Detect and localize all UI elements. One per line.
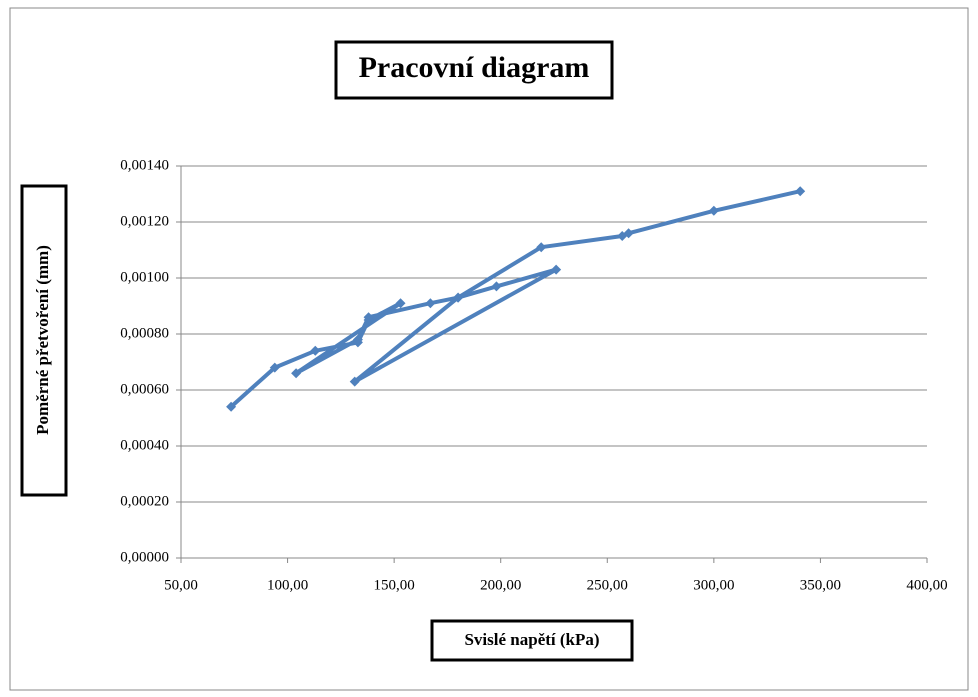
x-tick-label: 200,00 <box>480 577 521 593</box>
title-box <box>334 40 614 100</box>
x-axis-title: Svislé napětí (kPa) <box>464 630 599 649</box>
y-tick-label: 0,00080 <box>120 325 169 341</box>
data-point <box>795 186 806 197</box>
data-point <box>491 281 502 292</box>
data-point <box>291 368 302 379</box>
data-point <box>395 298 406 309</box>
y-axis-title: Poměrné přetvoření (mm) <box>33 245 52 435</box>
data-point <box>269 362 280 373</box>
data-point <box>349 376 360 387</box>
y-label-box <box>20 184 68 497</box>
x-tick-label: 50,00 <box>164 577 198 593</box>
data-point <box>352 334 363 345</box>
data-point <box>310 345 321 356</box>
data-point <box>226 401 237 412</box>
data-point <box>425 298 436 309</box>
data-point <box>453 292 464 303</box>
data-point <box>623 228 634 239</box>
x-tick-label: 350,00 <box>800 577 841 593</box>
y-tick-label: 0,00040 <box>120 437 169 453</box>
x-tick-label: 250,00 <box>587 577 628 593</box>
y-tick-label: 0,00000 <box>120 549 169 565</box>
x-tick-label: 300,00 <box>693 577 734 593</box>
y-tick-label: 0,00060 <box>120 381 169 397</box>
y-tick-label: 0,00140 <box>120 157 169 173</box>
y-tick-label: 0,00020 <box>120 493 169 509</box>
chart-title: Pracovní diagram <box>359 51 590 84</box>
data-point <box>536 242 547 253</box>
x-label-box <box>430 619 634 662</box>
data-point <box>363 312 374 323</box>
data-point <box>708 205 719 216</box>
x-tick-label: 100,00 <box>267 577 308 593</box>
x-tick-label: 400,00 <box>906 577 947 593</box>
chart-border <box>9 7 969 691</box>
x-tick-label: 150,00 <box>374 577 415 593</box>
y-tick-label: 0,00120 <box>120 213 169 229</box>
data-point <box>551 264 562 275</box>
y-tick-label: 0,00100 <box>120 269 169 285</box>
